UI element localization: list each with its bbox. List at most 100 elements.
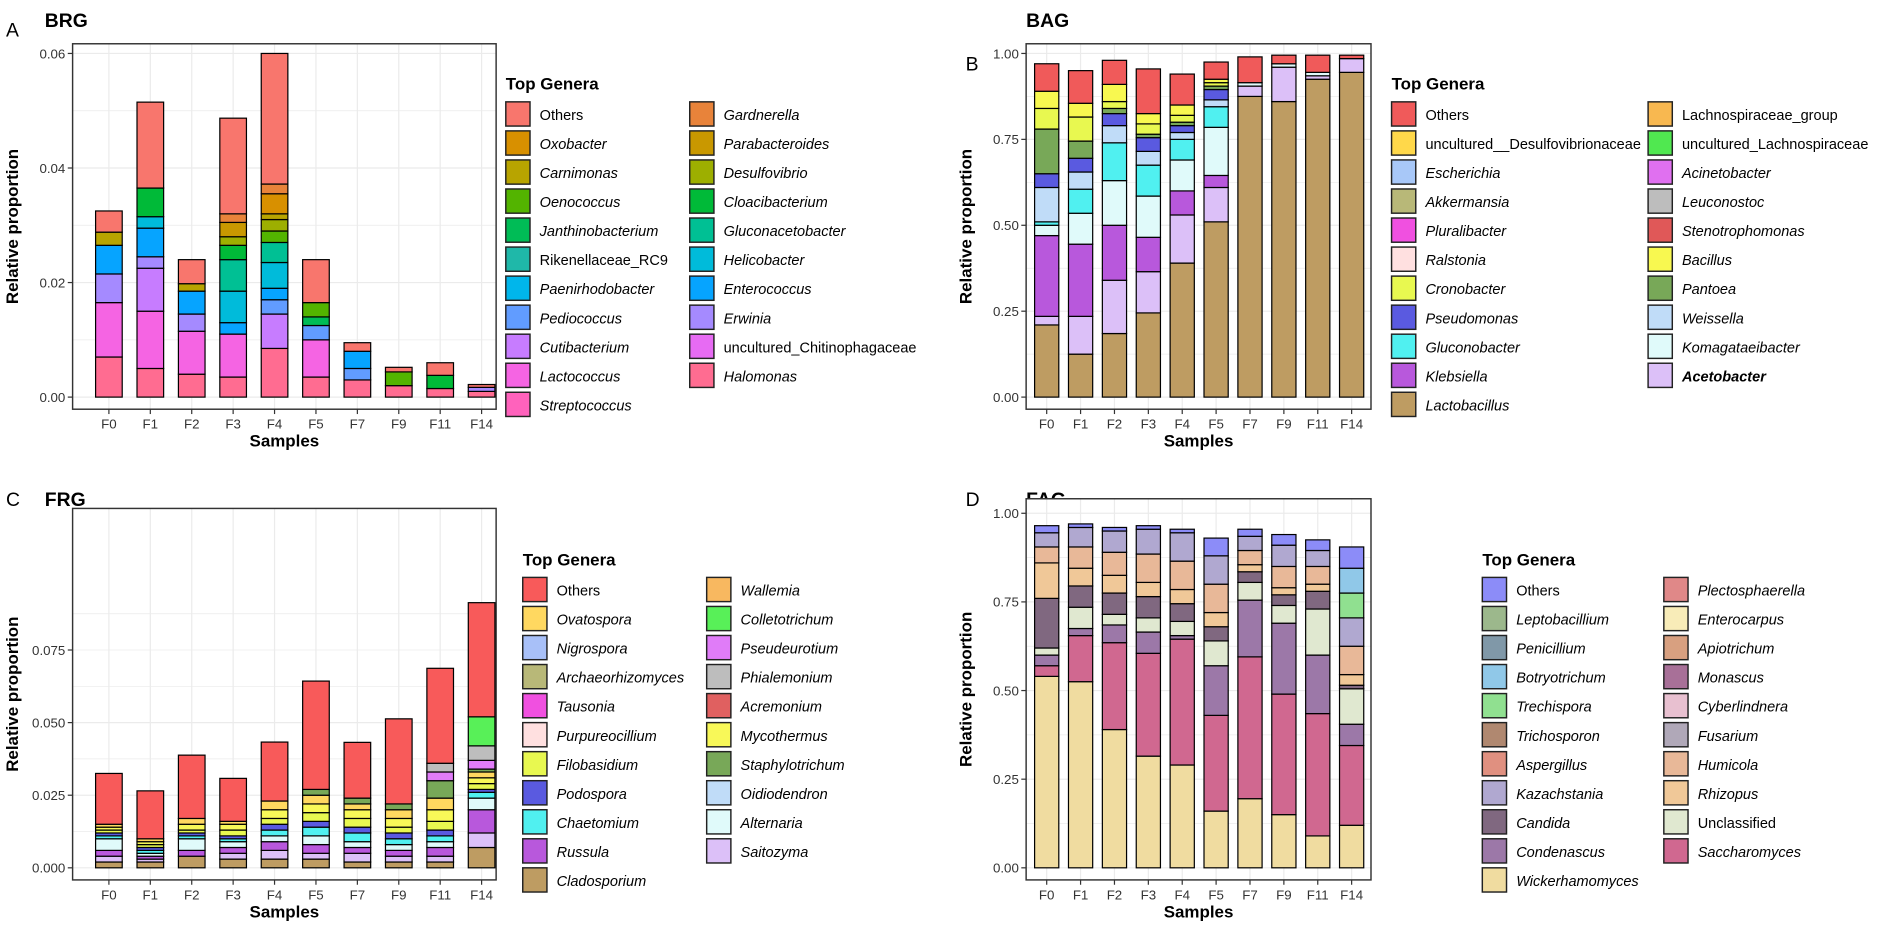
bar-segment-lactobacillus xyxy=(1271,100,1297,398)
legend-item: Alternaria xyxy=(705,809,803,835)
x-tick-label: F9 xyxy=(1276,887,1292,902)
bar-segment-halomonas xyxy=(94,356,123,398)
legend-item: Lachnospiraceae_group xyxy=(1647,101,1838,127)
bar-segment-mycothermus xyxy=(219,823,248,831)
legend-item: Kazachstania xyxy=(1481,779,1603,806)
bar-segment-podospora xyxy=(426,829,455,837)
legend-swatch xyxy=(1663,663,1689,690)
legend-label: Streptococcus xyxy=(540,398,632,414)
bar-segment-pseudomonas xyxy=(1067,157,1094,173)
bar-segment-others xyxy=(1067,70,1094,104)
bar-segment-cronobacter xyxy=(1033,107,1060,130)
bar-segment-candida xyxy=(1237,571,1263,584)
x-tick-label: F5 xyxy=(308,417,324,432)
bar-segment-saccharomyces xyxy=(1305,712,1331,837)
y-tick-label: 0.00 xyxy=(993,390,1019,405)
legend-item: Pseudeurotium xyxy=(705,634,838,661)
x-tick-label: F7 xyxy=(1242,417,1258,432)
bar-segment-cladosporium xyxy=(467,846,496,869)
legend-label: Filobasidium xyxy=(557,758,638,774)
bar-segment-humicola xyxy=(1101,551,1128,576)
bar-segment-chaetomium xyxy=(343,832,372,843)
legend-swatch xyxy=(705,750,732,777)
bar-segment-klebsiella xyxy=(1101,224,1128,281)
bar-segment-candida xyxy=(1203,626,1229,642)
bar-segment-rhizopus xyxy=(1101,574,1128,594)
bar-segment-komagataeibacter xyxy=(1203,126,1229,177)
bar-F14 xyxy=(1338,546,1365,869)
bar-segment-unclassified xyxy=(1237,581,1263,601)
legend-label: Acinetobacter xyxy=(1681,166,1772,182)
bar-segment-russula xyxy=(177,849,206,857)
bar-segment-ovatospora xyxy=(384,809,413,820)
legend-swatch xyxy=(1663,692,1689,719)
legend-item: Trichosporon xyxy=(1481,721,1600,748)
bar-segment-pantoea xyxy=(1067,140,1094,159)
bar-segment-saccharomyces xyxy=(1067,634,1094,683)
bar-segment-wickerhamomyces xyxy=(1033,675,1060,869)
bar-segment-halomonas xyxy=(177,373,206,398)
bar-segment-candida xyxy=(1135,595,1162,619)
legend-swatch xyxy=(505,246,531,272)
bar-segment-cladosporium xyxy=(260,858,289,869)
bar-segment-colletotrichum xyxy=(467,716,496,747)
bar-segment-others xyxy=(1135,68,1162,115)
legend-swatch xyxy=(505,101,531,127)
legend-swatch xyxy=(689,188,715,214)
bar-segment-candida xyxy=(1033,597,1060,649)
bar-segment-others xyxy=(1135,525,1162,530)
x-tick-label: F3 xyxy=(1141,887,1157,902)
legend-item: Oenococcus xyxy=(505,188,620,214)
bar-segment-chaetomium xyxy=(260,829,289,837)
legend-swatch xyxy=(1481,605,1508,632)
legend-item: Unclassified xyxy=(1663,809,1776,835)
bar-segment-others xyxy=(94,210,123,233)
bar-segment-unclassified xyxy=(1338,688,1365,725)
legend-label: Enterococcus xyxy=(724,282,812,298)
bar-segment-pseudomonas xyxy=(1101,112,1128,127)
legend: Top Genera Others uncultured__Desulfovibri… xyxy=(1390,75,1868,418)
legend-label: Oxobacter xyxy=(540,137,608,153)
bar-segment-filobasidium xyxy=(219,829,248,837)
legend-label: Kazachstania xyxy=(1516,787,1603,803)
bar-segment-chaetomium xyxy=(384,838,413,846)
legend-item: Filobasidium xyxy=(522,750,638,777)
legend-label: Others xyxy=(1425,108,1469,124)
bar-segment-filobasidium xyxy=(302,812,330,822)
bar-segment-bacillus xyxy=(1101,83,1128,103)
legend-item: Botryotrichum xyxy=(1481,663,1606,690)
bar-segment-alternaria xyxy=(177,838,206,851)
bar-segment-pseudeurotium xyxy=(467,759,496,770)
bar-segment-humicola xyxy=(1169,560,1195,591)
bar-segment-ovatospora xyxy=(302,794,330,805)
bar-segment-weissella xyxy=(1135,150,1162,166)
bar-segment-komagataeibacter xyxy=(1101,179,1128,226)
y-axis-title: Relative proportion xyxy=(957,149,976,304)
legend-item: Lactobacillus xyxy=(1390,391,1509,418)
legend-swatch xyxy=(1481,576,1508,603)
legend-swatch xyxy=(705,809,732,835)
bar-segment-chaetomium xyxy=(302,826,330,837)
legend-item: Mycothermus xyxy=(705,721,828,748)
bar-segment-enterococcus xyxy=(136,227,165,258)
bar-segment-podospora xyxy=(384,832,413,840)
legend-label: Plectosphaerella xyxy=(1698,584,1805,600)
legend-item: uncultured_Lachnospiraceae xyxy=(1647,130,1868,156)
bar-segment-cladosporium xyxy=(136,861,165,869)
legend-swatch xyxy=(522,692,548,719)
bar-segment-ovatospora xyxy=(467,771,496,779)
bar-segment-filobasidium xyxy=(343,817,372,828)
bar-segment-alternaria xyxy=(426,841,455,849)
bar-F3 xyxy=(219,777,248,869)
bar-segment-others xyxy=(426,667,455,764)
legend-item: Stenotrophomonas xyxy=(1647,217,1805,243)
bar-segment-saitozyma xyxy=(384,855,413,863)
bar-segment-cronobacter xyxy=(1169,114,1195,123)
legend-label: Candida xyxy=(1516,816,1570,832)
x-tick-label: F11 xyxy=(1307,417,1329,432)
bar-segment-others xyxy=(467,602,496,718)
legend-swatch xyxy=(1481,779,1508,806)
y-axis-title: Relative proportion xyxy=(3,149,22,304)
bar-F2 xyxy=(177,754,206,869)
legend-swatch xyxy=(1663,838,1689,864)
